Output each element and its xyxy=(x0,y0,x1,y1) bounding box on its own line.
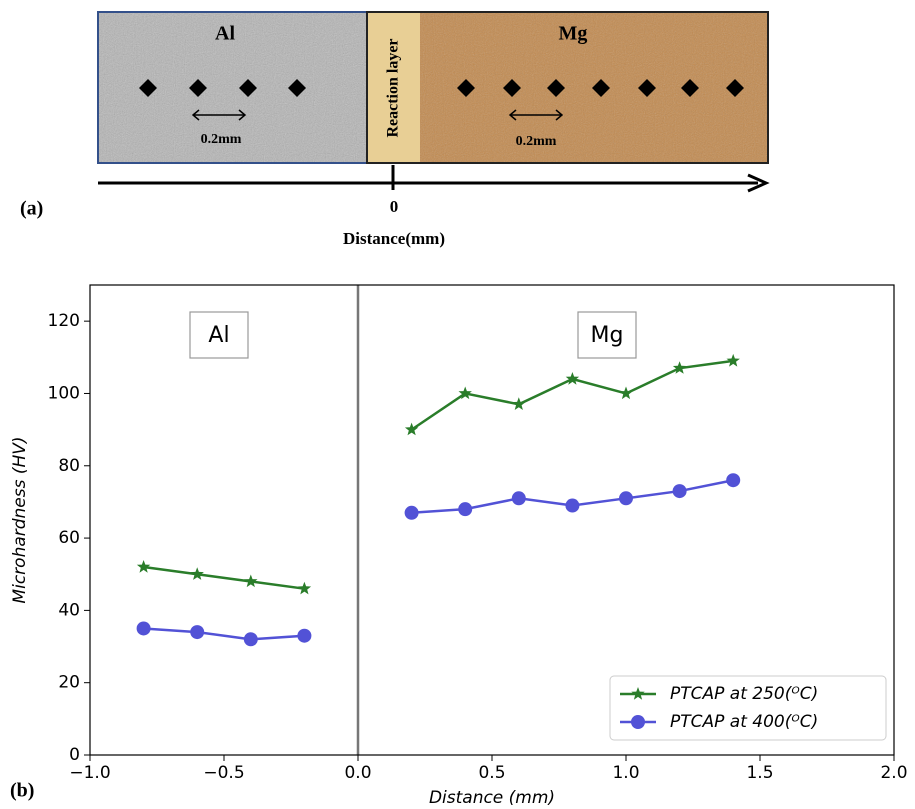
point xyxy=(404,505,419,520)
point xyxy=(136,560,151,573)
point xyxy=(190,567,204,580)
al-arrow xyxy=(191,109,247,121)
annotation-box xyxy=(189,311,249,359)
point xyxy=(619,491,633,506)
y-tick-label: 80 xyxy=(58,456,80,476)
legend-marker xyxy=(631,715,645,729)
point xyxy=(565,498,580,513)
y-tick-label: 100 xyxy=(48,383,80,403)
point xyxy=(404,422,419,436)
point xyxy=(726,353,740,367)
series-line xyxy=(143,627,305,641)
point xyxy=(511,491,526,506)
series-line xyxy=(143,565,305,590)
x-tick-label: 1.0 xyxy=(612,763,639,783)
point xyxy=(297,581,312,595)
y-tick-label: 120 xyxy=(48,311,80,331)
legend-marker xyxy=(631,687,645,700)
zero-label: 0 xyxy=(390,197,399,216)
point xyxy=(458,502,473,517)
x-tick-label: −1.0 xyxy=(69,763,110,783)
spacing-arrows xyxy=(191,109,564,121)
point xyxy=(458,386,472,400)
point xyxy=(243,632,258,647)
point xyxy=(619,386,633,400)
al-label: Al xyxy=(215,23,235,45)
distance-axis xyxy=(98,173,770,193)
x-tick-label: −0.5 xyxy=(203,763,244,783)
x-tick-label: 0.0 xyxy=(344,763,371,783)
point xyxy=(297,628,312,643)
indent-markers xyxy=(139,79,744,97)
reaction-region xyxy=(367,12,420,163)
y-tick-label: 0 xyxy=(69,745,80,765)
panel-label: (a) xyxy=(20,198,43,220)
diamonds xyxy=(139,79,744,97)
point xyxy=(672,361,687,374)
y-tick-label: 20 xyxy=(58,673,80,693)
point xyxy=(244,574,258,588)
axis-label: Distance(mm) xyxy=(343,229,445,248)
reaction-label: Reaction layer xyxy=(385,38,402,137)
point xyxy=(672,484,687,499)
point xyxy=(136,621,151,636)
x-axis-label: Distance (mm) xyxy=(429,788,555,808)
mg-arrow xyxy=(508,109,564,121)
mg-spacing: 0.2mm xyxy=(516,134,557,149)
x-tick-label: 1.5 xyxy=(746,763,773,783)
point xyxy=(565,372,580,385)
legend-box xyxy=(609,675,887,741)
schematic: Al Mg 0.2mm 0.2mm Reaction layer 0 Dista… xyxy=(20,11,770,248)
mg-label: Mg xyxy=(559,23,588,45)
chart: 0 20 40 60 80 100 120 −1.0 −0.5 0.0 0.5 1.0 1.5 2.0 Al… xyxy=(10,284,908,808)
point xyxy=(512,397,526,410)
series-line xyxy=(410,359,734,431)
al-spacing: 0.2mm xyxy=(201,132,242,147)
y-tick-label: 60 xyxy=(58,528,80,548)
y-axis-label: Microhardness (HV) xyxy=(10,436,30,603)
annotation: Al xyxy=(208,323,229,348)
annotation-box xyxy=(577,311,637,359)
panel-label: (b) xyxy=(10,780,34,802)
legend-label: PTCAP at 400(ᴼC) xyxy=(670,712,818,732)
legend-label: PTCAP at 250(ᴼC) xyxy=(670,684,818,704)
plot-frame xyxy=(89,284,895,756)
mg-border xyxy=(366,11,769,164)
point xyxy=(726,473,741,488)
point xyxy=(190,625,205,640)
y-tick-label: 40 xyxy=(58,600,80,620)
annotation: Mg xyxy=(591,323,624,348)
x-tick-label: 2.0 xyxy=(880,763,907,783)
x-tick-label: 0.5 xyxy=(478,763,505,783)
